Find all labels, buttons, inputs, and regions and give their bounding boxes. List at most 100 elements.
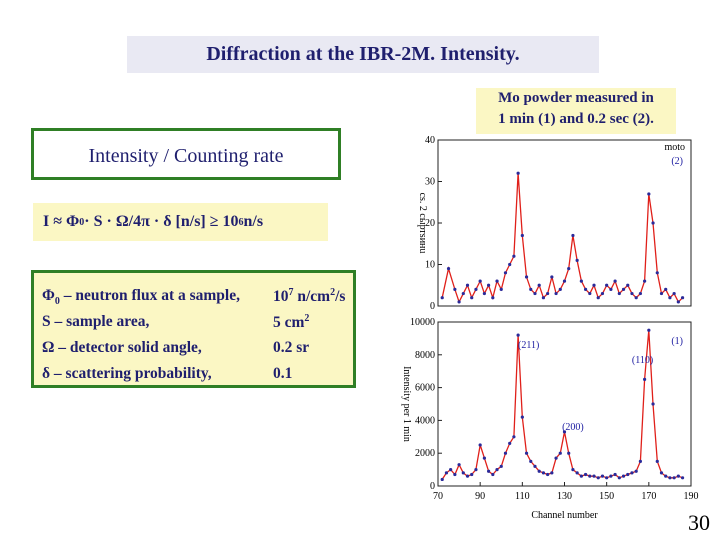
data-point xyxy=(550,471,554,475)
mo-note-line1: Mo powder measured in xyxy=(498,90,654,106)
data-point xyxy=(659,471,664,475)
data-point xyxy=(659,291,664,296)
data-point xyxy=(596,476,600,480)
data-point xyxy=(680,296,685,300)
data-point xyxy=(529,287,533,291)
y-tick-label: 30 xyxy=(425,177,435,188)
data-point xyxy=(626,283,630,287)
x-tick-label: 150 xyxy=(599,491,614,502)
data-point xyxy=(579,279,583,283)
data-point xyxy=(482,456,486,460)
data-point xyxy=(647,328,651,332)
x-tick-label: 130 xyxy=(557,491,572,502)
data-point xyxy=(558,451,562,455)
data-point xyxy=(643,377,647,381)
definition-value: 5 cm2 xyxy=(273,313,310,332)
formula-unit: n/s xyxy=(243,213,264,230)
data-point xyxy=(609,474,613,478)
x-tick-label: 110 xyxy=(515,491,530,502)
data-point xyxy=(583,472,588,477)
data-point xyxy=(487,469,491,473)
data-point xyxy=(571,233,575,238)
data-point xyxy=(449,468,453,472)
y-tick-label: 20 xyxy=(425,218,435,229)
data-point xyxy=(541,471,546,475)
data-point xyxy=(470,472,474,477)
data-point xyxy=(470,296,474,300)
y-tick-label: 8000 xyxy=(415,350,435,361)
peak-label: (110) xyxy=(632,355,653,366)
data-point xyxy=(596,296,600,300)
data-point xyxy=(664,287,668,291)
data-point xyxy=(537,469,541,473)
data-point xyxy=(562,279,567,283)
data-point xyxy=(440,296,444,300)
data-point xyxy=(503,271,508,275)
data-point xyxy=(613,279,617,283)
data-point xyxy=(592,283,596,287)
data-point xyxy=(461,291,465,296)
y-tick-label: 0 xyxy=(430,481,435,492)
definition-label: δ – scattering probability, xyxy=(42,365,212,382)
data-point xyxy=(499,464,503,468)
definition-label: S – sample area, xyxy=(42,313,150,330)
data-point xyxy=(503,451,508,455)
data-point xyxy=(643,279,647,283)
page-number: 30 xyxy=(688,510,710,535)
data-point xyxy=(617,291,621,296)
data-point xyxy=(550,275,554,279)
data-point xyxy=(440,477,444,482)
data-point xyxy=(647,192,651,196)
mo-powder-note: Mo powder measured in 1 min (1) and 0.2 … xyxy=(476,88,676,134)
data-point xyxy=(638,459,643,463)
data-point xyxy=(487,283,491,287)
data-point xyxy=(638,291,643,296)
data-point xyxy=(651,402,655,406)
definition-row: δ – scattering probability, 0.1 xyxy=(42,365,352,389)
series-line xyxy=(441,173,684,304)
y-axis-label: Intensity per 1 min xyxy=(401,366,412,442)
data-point xyxy=(651,221,655,225)
data-point xyxy=(546,472,550,477)
y-tick-label: 10 xyxy=(425,260,435,271)
data-point xyxy=(482,291,486,296)
data-point xyxy=(508,441,512,445)
y-axis-label: сs. 2 сыртsинu xyxy=(417,193,428,254)
data-point xyxy=(474,468,478,472)
data-point xyxy=(495,468,499,472)
data-point xyxy=(613,472,617,477)
data-point xyxy=(672,476,676,480)
data-point xyxy=(668,296,672,300)
data-point xyxy=(533,464,537,468)
data-point xyxy=(626,472,630,477)
x-tick-label: 190 xyxy=(684,491,699,502)
data-point xyxy=(453,472,457,477)
data-point xyxy=(605,476,609,480)
data-point xyxy=(524,275,529,279)
data-point xyxy=(676,474,680,478)
page-title: Diffraction at the IBR-2M. Intensity. xyxy=(127,36,599,73)
data-point xyxy=(579,474,583,478)
data-point xyxy=(583,287,588,291)
data-point xyxy=(600,291,605,296)
mo-note-line2: 1 min (1) and 0.2 sec (2). xyxy=(498,111,654,127)
x-tick-label: 70 xyxy=(433,491,443,502)
data-point xyxy=(546,291,550,296)
y-tick-label: 0 xyxy=(430,301,435,312)
data-point xyxy=(605,283,609,287)
data-point xyxy=(461,471,465,475)
data-point xyxy=(444,471,449,475)
data-point xyxy=(457,463,461,467)
data-point xyxy=(453,287,457,291)
data-point xyxy=(630,471,634,475)
data-point xyxy=(554,456,558,460)
data-point xyxy=(474,287,478,291)
definition-label: Ω – detector solid angle, xyxy=(42,339,202,356)
data-point xyxy=(609,287,613,291)
data-point xyxy=(516,171,520,175)
data-point xyxy=(680,476,685,480)
definition-label: Φ0 – neutron flux at a sample, xyxy=(42,287,240,308)
data-point xyxy=(524,451,529,455)
